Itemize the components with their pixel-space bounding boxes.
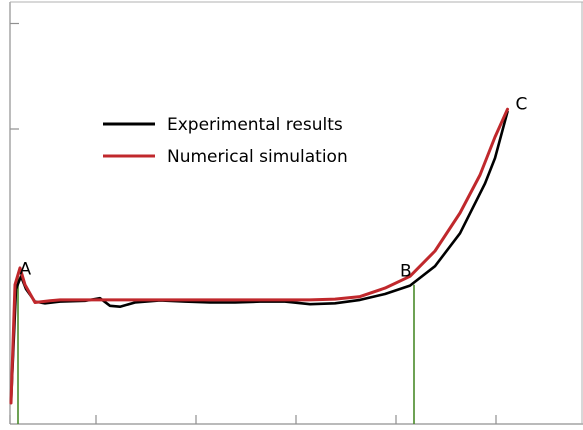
- point-label-a: A: [20, 260, 32, 280]
- series-line-1: [9, 107, 509, 405]
- point-label-c: C: [516, 95, 528, 115]
- legend: Experimental results Numerical simulatio…: [103, 115, 348, 167]
- point-label-b: B: [400, 262, 412, 282]
- axes: [9, 1, 583, 425]
- reference-lines: [17, 276, 415, 424]
- series-group: [9, 107, 509, 405]
- legend-label-experimental: Experimental results: [167, 115, 343, 135]
- legend-label-numerical: Numerical simulation: [167, 147, 348, 167]
- point-annotations: A B C: [20, 95, 528, 282]
